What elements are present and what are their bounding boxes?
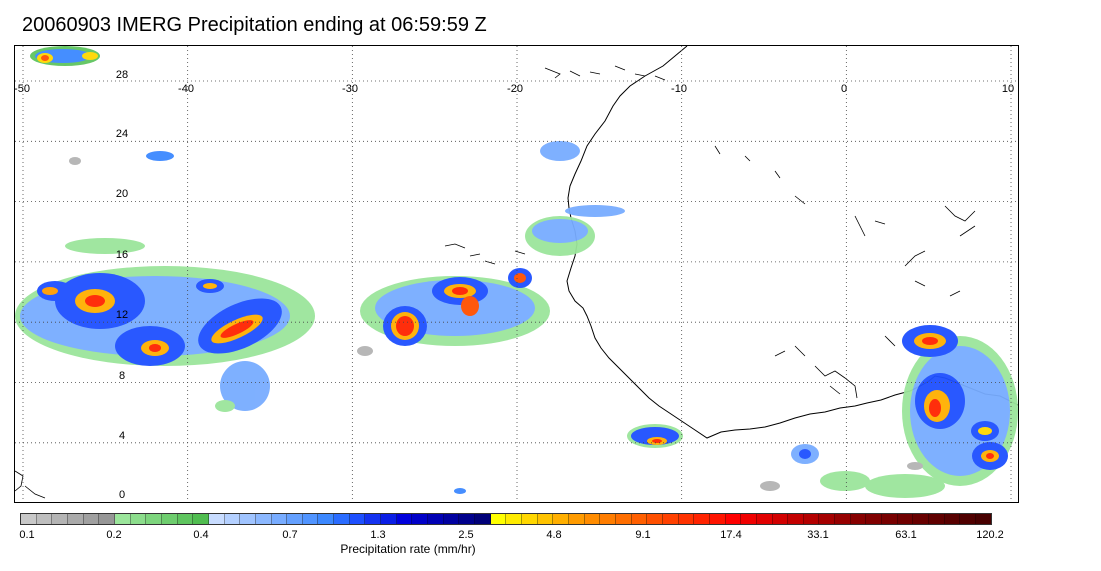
colorbar-tick-label: 33.1 xyxy=(807,529,829,541)
colorbar-swatch xyxy=(36,514,53,524)
colorbar-tick-label: 1.3 xyxy=(370,529,386,541)
lat-label: 4 xyxy=(118,430,126,442)
colorbar-swatch xyxy=(662,514,679,524)
colorbar-swatch xyxy=(475,514,491,524)
colorbar-swatch xyxy=(803,514,820,524)
colorbar-swatch xyxy=(866,514,883,524)
colorbar-swatch xyxy=(709,514,726,524)
lat-label: 20 xyxy=(115,188,129,200)
colorbar-tick-label: 9.1 xyxy=(635,529,651,541)
colorbar-swatch xyxy=(52,514,68,524)
lon-label: -40 xyxy=(178,83,194,95)
precipitation-map xyxy=(14,45,1019,503)
lat-label: 12 xyxy=(115,309,129,321)
colorbar-swatch xyxy=(756,514,773,524)
colorbar-swatch xyxy=(67,514,84,524)
colorbar-swatch xyxy=(193,514,209,524)
colorbar-swatch xyxy=(459,514,476,524)
colorbar-swatch xyxy=(850,514,867,524)
colorbar-swatch xyxy=(412,514,429,524)
colorbar-title: Precipitation rate (mm/hr) xyxy=(340,542,476,556)
colorbar-swatch xyxy=(929,514,945,524)
colorbar-swatch xyxy=(271,514,288,524)
colorbar-swatch xyxy=(835,514,851,524)
colorbar-swatch xyxy=(255,514,272,524)
colorbar-swatch xyxy=(631,514,648,524)
colorbar-swatch xyxy=(537,514,554,524)
colorbar-tick-label: 0.1 xyxy=(19,529,35,541)
colorbar-tick-label: 0.7 xyxy=(282,529,298,541)
colorbar-tick-label: 17.4 xyxy=(720,529,742,541)
colorbar-swatch xyxy=(678,514,695,524)
colorbar-swatch xyxy=(600,514,616,524)
colorbar-swatch xyxy=(396,514,413,524)
colorbar-swatch xyxy=(99,514,115,524)
colorbar-swatch xyxy=(615,514,632,524)
colorbar-swatch xyxy=(553,514,569,524)
colorbar-swatch xyxy=(146,514,162,524)
lat-label: 28 xyxy=(115,69,129,81)
colorbar-swatch xyxy=(772,514,789,524)
colorbar-tick-label: 63.1 xyxy=(895,529,917,541)
colorbar-swatch xyxy=(381,514,397,524)
colorbar-swatch xyxy=(21,514,37,524)
colorbar-swatch xyxy=(506,514,522,524)
colorbar-swatch xyxy=(882,514,898,524)
colorbar-swatch xyxy=(819,514,836,524)
precip-cells xyxy=(15,46,1018,498)
colorbar-swatch xyxy=(287,514,303,524)
map-canvas xyxy=(15,46,1018,502)
colorbar-swatch xyxy=(443,514,460,524)
colorbar-tick-label: 2.5 xyxy=(458,529,474,541)
colorbar-swatch xyxy=(694,514,710,524)
colorbar-swatch xyxy=(788,514,804,524)
colorbar-swatch xyxy=(584,514,601,524)
colorbar-swatch xyxy=(522,514,538,524)
colorbar-swatch xyxy=(490,514,507,524)
colorbar-swatch xyxy=(568,514,585,524)
colorbar-swatch xyxy=(208,514,225,524)
colorbar-swatch xyxy=(647,514,663,524)
colorbar-swatch xyxy=(240,514,256,524)
colorbar-tick-label: 4.8 xyxy=(546,529,562,541)
lat-label: 8 xyxy=(118,370,126,382)
map-graticule xyxy=(15,46,1018,502)
lon-label: -20 xyxy=(507,83,523,95)
colorbar-swatch xyxy=(349,514,366,524)
lat-label: 16 xyxy=(115,249,129,261)
colorbar-swatch xyxy=(224,514,241,524)
colorbar-swatch xyxy=(177,514,194,524)
colorbar-swatch xyxy=(130,514,147,524)
lon-label: 10 xyxy=(1001,83,1015,95)
colorbar-swatch xyxy=(897,514,914,524)
lon-label: -30 xyxy=(342,83,358,95)
colorbar-swatch xyxy=(913,514,930,524)
colorbar-swatch xyxy=(960,514,977,524)
colorbar-tick-label: 120.2 xyxy=(976,529,1004,541)
colorbar-swatch xyxy=(428,514,444,524)
lat-label: 24 xyxy=(115,128,129,140)
colorbar-swatch xyxy=(741,514,757,524)
colorbar-tick-label: 0.2 xyxy=(106,529,122,541)
map-title: 20060903 IMERG Precipitation ending at 0… xyxy=(22,14,487,36)
lon-label: -50 xyxy=(14,83,30,95)
colorbar-swatch xyxy=(318,514,335,524)
colorbar-swatch xyxy=(302,514,319,524)
colorbar-swatch xyxy=(365,514,382,524)
colorbar-tick-label: 0.4 xyxy=(193,529,209,541)
colorbar-swatch xyxy=(976,514,991,524)
colorbar xyxy=(20,513,992,525)
colorbar-swatch xyxy=(944,514,961,524)
lon-label: -10 xyxy=(671,83,687,95)
colorbar-swatch xyxy=(161,514,178,524)
colorbar-swatch xyxy=(83,514,100,524)
colorbar-swatch xyxy=(725,514,742,524)
lat-label: 0 xyxy=(118,489,126,501)
colorbar-swatch xyxy=(114,514,131,524)
colorbar-swatch xyxy=(334,514,350,524)
lon-label: 0 xyxy=(840,83,848,95)
